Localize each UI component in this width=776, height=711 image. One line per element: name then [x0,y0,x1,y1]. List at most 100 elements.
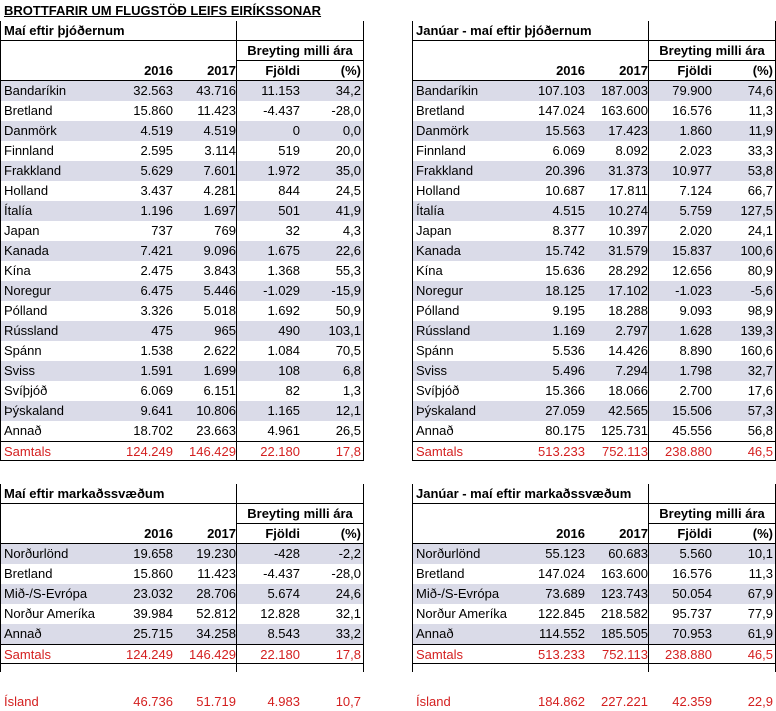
value-change: 79.900 [672,83,712,98]
value-pct: 22,9 [747,694,773,709]
value-pct: 1,3 [342,383,361,398]
change-header: Breyting milli ára [648,504,776,524]
value-2016: 10.687 [545,183,585,198]
value-change: 32 [285,223,300,238]
value-pct: 10,1 [747,546,773,561]
col-2017: 2017 [207,526,236,541]
value-2016: 5.496 [552,363,585,378]
value-change: 70.953 [672,626,712,641]
spacer [0,664,364,692]
table-janmay-market: Janúar - maí eftir markaðssvæðum Breytin… [412,484,776,711]
table-may-nationality: Maí eftir þjóðernum Breyting milli ára 2… [0,21,364,461]
row-label: Annað [4,423,42,438]
row-label: Rússland [416,323,471,338]
value-2017: 51.719 [196,694,236,709]
value-2016: 147.024 [538,103,585,118]
change-header: Breyting milli ára [236,504,364,524]
value-change: 5.560 [679,546,712,561]
value-change: 4.983 [267,694,300,709]
value-change: 519 [278,143,300,158]
table-may-market: Maí eftir markaðssvæðum Breyting milli á… [0,484,364,711]
table-row: Pólland 3.326 5.018 1.692 50,9 [0,301,364,321]
value-change: 1.368 [267,263,300,278]
value-2017: 28.292 [608,263,648,278]
table-row: Noregur 6.475 5.446 -1.029 -15,9 [0,281,364,301]
value-change: -1.023 [675,283,712,298]
table-row: Japan 737 769 32 4,3 [0,221,364,241]
row-label: Mið-/S-Evrópa [416,586,500,601]
row-label: Svíþjóð [4,383,48,398]
value-2017: 52.812 [196,606,236,621]
value-2016: 9.195 [552,303,585,318]
row-label: Rússland [4,323,59,338]
table-row: Kanada 15.742 31.579 15.837 100,6 [412,241,776,261]
value-2017: 6.151 [203,383,236,398]
row-label: Noregur [4,283,51,298]
value-2017: 18.288 [608,303,648,318]
value-change: 5.759 [679,203,712,218]
value-change: 1.675 [267,243,300,258]
value-change: 12.656 [672,263,712,278]
value-2017: 4.281 [203,183,236,198]
row-label: Bandaríkin [4,83,67,98]
row-label: Bretland [4,566,53,581]
value-2016: 475 [151,323,173,338]
value-change: 1.084 [267,343,300,358]
row-label: Samtals [4,647,51,662]
row-label: Samtals [416,444,463,459]
value-pct: 98,9 [747,303,773,318]
row-label: Norður Ameríka [4,606,96,621]
table-row: Kína 2.475 3.843 1.368 55,3 [0,261,364,281]
value-2017: 10.397 [608,223,648,238]
row-label: Samtals [416,647,463,662]
row-label: Frakkland [4,163,62,178]
value-pct: 160,6 [740,343,773,358]
value-pct: 127,5 [740,203,773,218]
value-pct: 33,2 [335,626,361,641]
table-row: Kanada 7.421 9.096 1.675 22,6 [0,241,364,261]
row-label: Kína [416,263,443,278]
table-row: Finnland 2.595 3.114 519 20,0 [0,141,364,161]
value-2016: 513.233 [538,444,585,459]
table-body: Bandaríkin 107.103 187.003 79.900 74,6 Bretla… [412,81,776,461]
table-row: Rússland 1.169 2.797 1.628 139,3 [412,321,776,341]
table-row: Danmörk 4.519 4.519 0 0,0 [0,121,364,141]
value-2017: 752.113 [601,647,648,662]
table-row: Ítalía 4.515 10.274 5.759 127,5 [412,201,776,221]
value-2017: 31.579 [608,243,648,258]
col-pct: (%) [752,526,773,541]
value-2016: 513.233 [538,647,585,662]
value-2016: 15.366 [545,383,585,398]
value-2017: 3.843 [203,263,236,278]
col-fjoldi: Fjöldi [677,63,712,78]
row-label: Spánn [4,343,42,358]
value-pct: 10,7 [335,694,361,709]
iceland-row: Ísland 184.862 227.221 42.359 22,9 [412,692,776,711]
value-2017: 123.743 [601,586,648,601]
table-row: Annað 80.175 125.731 45.556 56,8 [412,421,776,441]
value-2016: 124.249 [126,647,173,662]
value-change: 45.556 [672,423,712,438]
value-2017: 28.706 [196,586,236,601]
value-2016: 18.125 [545,283,585,298]
row-label: Norðurlönd [416,546,481,561]
value-2016: 25.715 [133,626,173,641]
row-label: Frakkland [416,163,474,178]
value-pct: 46,5 [747,647,773,662]
value-pct: 41,9 [335,203,361,218]
value-2017: 11.423 [197,103,236,118]
value-change: 82 [285,383,300,398]
value-2017: 9.096 [203,243,236,258]
value-pct: 4,3 [342,223,361,238]
value-2017: 23.663 [196,423,236,438]
row-label: Bretland [416,566,465,581]
value-2016: 1.169 [552,323,585,338]
value-2017: 60.683 [608,546,648,561]
table-row: Annað 18.702 23.663 4.961 26,5 [0,421,364,441]
value-change: 9.093 [679,303,712,318]
table-title: Maí eftir þjóðernum [0,21,364,41]
row-label: Annað [4,626,42,641]
value-2016: 2.475 [140,263,173,278]
value-2016: 1.591 [140,363,173,378]
value-pct: 17,8 [335,647,361,662]
